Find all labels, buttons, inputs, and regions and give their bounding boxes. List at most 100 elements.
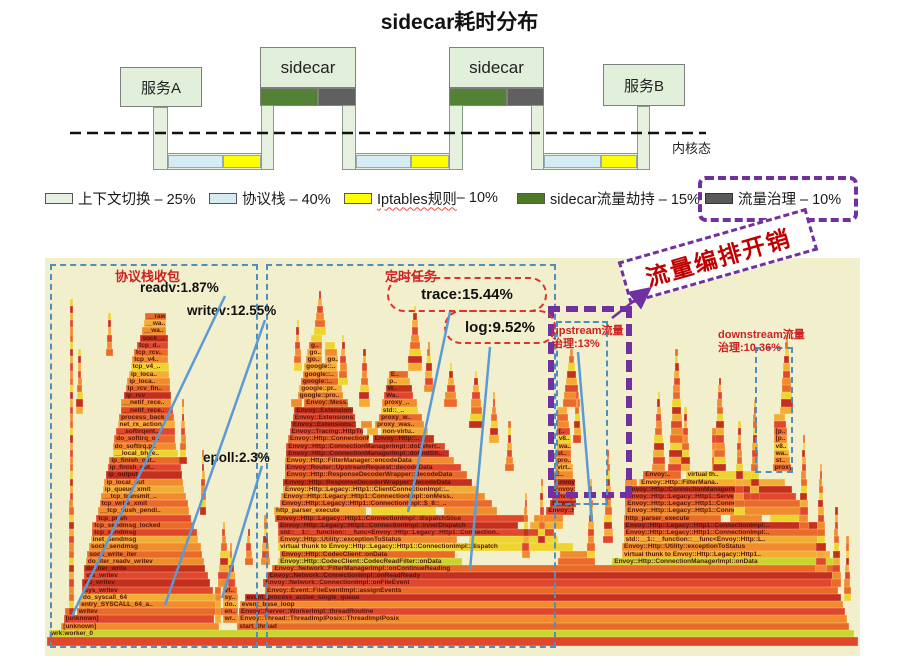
flame-frame: proxy_..: [382, 399, 417, 407]
flame-frame: [780, 406, 794, 414]
flame-frame: [781, 392, 793, 400]
flame-frame: Envoy::Extensions::Tr..: [291, 421, 357, 429]
flame-frame: [565, 377, 578, 385]
node-label: sidecar: [469, 57, 524, 77]
flame-frame: [733, 507, 746, 515]
flame-frame: Envoy::Http::Legacy::Http1::Connect..: [625, 500, 801, 508]
flame-frame: Envoy::Http::Legacy::Http1::ClientConnec…: [282, 485, 479, 493]
epoll-label: epoll:2.3%: [203, 450, 270, 465]
flame-frame: [506, 449, 513, 457]
flame-frame: v8..: [773, 442, 789, 450]
flame-frame: [681, 449, 690, 457]
flame-frame: [800, 493, 808, 501]
page-title: sidecar耗时分布: [380, 11, 539, 34]
flame-frame: [735, 471, 744, 479]
flame-frame: [833, 543, 840, 551]
flame-frame: std::__1::__function::__func<Envoy::Http…: [623, 536, 823, 544]
flame-frame: [361, 370, 368, 378]
flame-frame: [815, 565, 827, 573]
flame-frame: [339, 363, 347, 371]
flame-frame: [799, 507, 808, 515]
flame-frame: [780, 399, 793, 407]
flame-frame: [538, 521, 545, 529]
flame-frame: [802, 435, 805, 443]
flame-frame: [570, 349, 573, 357]
kernel-mode-label: 内核态: [672, 141, 712, 156]
legend-label: 协议栈 – 40%: [242, 191, 331, 208]
flame-frame: google::..: [302, 370, 339, 378]
flame-frame: [717, 399, 723, 407]
flame-frame: [569, 356, 574, 364]
flame-frame: Envoy:..: [553, 478, 575, 486]
flame-frame: [818, 485, 823, 493]
flame-frame: [673, 385, 680, 393]
flame-frame: [675, 349, 678, 357]
flame-frame: [655, 421, 662, 429]
flame-frame: [845, 565, 850, 573]
flame-frame: [359, 392, 370, 400]
legend-item-2: Iptables规则 – 10%: [344, 188, 498, 208]
flame-frame: [556, 421, 570, 429]
flame-frame: [567, 363, 575, 371]
flame-frame: go..: [325, 356, 339, 364]
flame-frame: Envoy::Http::FilterMana..: [639, 478, 785, 486]
flame-frame: [603, 521, 613, 529]
flame-frame: wrk:worker_0: [49, 629, 855, 637]
flame-frame: [534, 514, 563, 522]
protocol-stack-segment: [356, 155, 411, 168]
legend-label: 流量治理 – 10%: [738, 191, 842, 208]
flame-frame: Envoy::Http::ResponseDecoderWrapper::dec…: [282, 478, 473, 486]
flame-frame: wa..: [556, 442, 572, 450]
flame-frame: [819, 478, 823, 486]
flame-frame: virtual th..: [685, 471, 758, 479]
flame-frame: [294, 349, 301, 357]
flame-frame: Envoy::Http..: [546, 507, 574, 515]
flame-frame: [831, 579, 842, 587]
flame-frame: [752, 435, 758, 443]
flame-frame: [735, 478, 744, 486]
flame-frame: non-virtu..: [380, 428, 429, 436]
flame-frame: [657, 392, 660, 400]
flame-frame: [606, 471, 610, 479]
flame-frame: [815, 550, 826, 558]
flame-frame: [750, 485, 760, 493]
context-switch-leg: [342, 105, 356, 170]
flame-frame: [737, 442, 742, 450]
flame-frame: [360, 385, 369, 393]
flame-frame: [670, 428, 683, 436]
flame-frame: [668, 457, 685, 465]
flame-frame: [718, 385, 722, 393]
flame-frame: [734, 485, 744, 493]
node-label: 服务A: [140, 79, 181, 97]
log-label: log:9.52%: [444, 310, 556, 344]
flame-frame: google::pro..: [297, 392, 344, 400]
flame-frame: [753, 406, 756, 414]
flame-frame: Envoy::Router::UpstreamRequest::decodeDa…: [284, 464, 461, 472]
flame-frame: [361, 421, 372, 429]
flame-frame: [843, 593, 852, 601]
flame-frame: [799, 500, 808, 508]
flame-frame: p..: [387, 377, 411, 385]
upstream-label: upstream流量治理:13%: [552, 325, 624, 350]
iptables-segment: [411, 155, 449, 168]
flame-frame: [unknown]: [61, 622, 219, 630]
flame-frame: [413, 305, 417, 313]
flame-frame: [816, 529, 825, 537]
flame-frame: Envoy::Http::ConnectionManagerImpl::onDa…: [612, 557, 834, 565]
legend-swatch: [705, 192, 733, 204]
flame-frame: [729, 514, 763, 522]
protocol-stack-segment: [544, 155, 601, 168]
legend-label: 上下文切换 – 25%: [78, 191, 196, 208]
flame-frame: [819, 464, 823, 472]
flame-frame: [819, 471, 823, 479]
flame-frame: Envoy::Http::CodecClient::CodecReadFilte…: [278, 557, 463, 565]
flame-frame: [816, 536, 826, 544]
flame-frame: g..: [309, 341, 323, 349]
flame-frame: [540, 478, 543, 486]
flame-frame: [540, 493, 544, 501]
flame-frame: Envoy::Http::Legacy::Http1::ConnectionIm…: [278, 521, 518, 529]
flame-frame: [683, 421, 688, 429]
sidecar-hijack-strip: [449, 88, 507, 106]
flame-frame: [716, 406, 723, 414]
flame-frame: [815, 557, 827, 565]
